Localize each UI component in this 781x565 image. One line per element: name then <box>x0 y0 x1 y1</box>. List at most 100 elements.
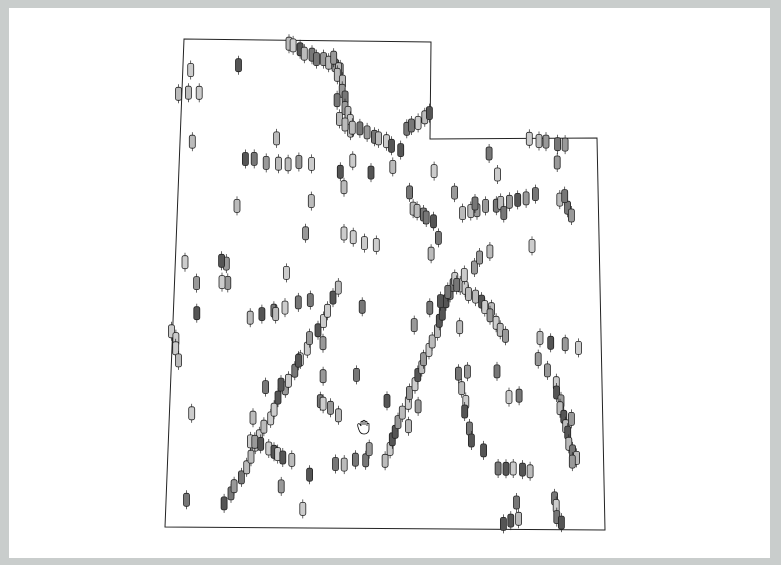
marker[interactable] <box>230 476 238 496</box>
marker[interactable] <box>372 235 380 255</box>
marker[interactable] <box>249 408 257 428</box>
marker[interactable] <box>341 115 349 134</box>
marker[interactable] <box>383 131 390 151</box>
marker[interactable] <box>461 402 469 421</box>
marker[interactable] <box>515 509 522 529</box>
marker[interactable] <box>275 154 282 174</box>
marker[interactable] <box>250 149 258 169</box>
marker[interactable] <box>437 291 444 311</box>
marker[interactable] <box>260 417 268 437</box>
marker[interactable] <box>558 513 565 533</box>
marker[interactable] <box>349 151 357 171</box>
marker[interactable] <box>507 511 515 531</box>
marker[interactable] <box>568 409 575 429</box>
marker[interactable] <box>351 450 359 470</box>
marker[interactable] <box>426 298 434 318</box>
marker[interactable] <box>486 305 494 325</box>
marker[interactable] <box>381 451 389 471</box>
marker[interactable] <box>553 153 561 172</box>
marker[interactable] <box>333 90 341 110</box>
marker[interactable] <box>365 439 373 459</box>
marker[interactable] <box>554 134 561 154</box>
marker[interactable] <box>332 454 339 474</box>
marker[interactable] <box>505 387 513 407</box>
marker[interactable] <box>480 440 488 460</box>
marker[interactable] <box>291 361 299 381</box>
marker[interactable] <box>388 136 395 156</box>
marker[interactable] <box>414 113 422 133</box>
marker[interactable] <box>405 416 412 436</box>
marker[interactable] <box>561 186 569 206</box>
marker[interactable] <box>308 154 316 174</box>
marker[interactable] <box>175 84 182 104</box>
marker[interactable] <box>568 206 575 225</box>
marker[interactable] <box>349 227 357 247</box>
marker[interactable] <box>453 275 461 295</box>
marker[interactable] <box>193 273 201 293</box>
marker[interactable] <box>262 377 270 397</box>
marker[interactable] <box>561 334 569 354</box>
marker[interactable] <box>494 165 501 184</box>
marker[interactable] <box>224 273 232 293</box>
marker[interactable] <box>257 434 265 454</box>
marker[interactable] <box>552 496 560 516</box>
marker[interactable] <box>289 35 297 55</box>
marker[interactable] <box>420 349 428 369</box>
marker[interactable] <box>270 400 278 420</box>
marker[interactable] <box>284 371 292 391</box>
marker[interactable] <box>536 328 544 348</box>
marker[interactable] <box>514 190 522 210</box>
marker[interactable] <box>295 152 303 172</box>
marker[interactable] <box>233 196 241 216</box>
marker[interactable] <box>564 423 572 443</box>
marker[interactable] <box>525 129 533 149</box>
marker[interactable] <box>430 161 438 181</box>
marker[interactable] <box>258 304 266 324</box>
marker[interactable] <box>496 320 504 340</box>
marker[interactable] <box>422 208 430 227</box>
marker[interactable] <box>414 396 422 416</box>
marker[interactable] <box>288 450 296 470</box>
marker[interactable] <box>459 203 467 223</box>
marker[interactable] <box>485 144 493 163</box>
marker[interactable] <box>406 182 414 202</box>
marker[interactable] <box>575 338 582 358</box>
marker[interactable] <box>467 431 475 450</box>
marker[interactable] <box>428 332 436 351</box>
marker[interactable] <box>330 48 338 68</box>
marker[interactable] <box>243 457 251 477</box>
marker[interactable] <box>300 44 308 64</box>
marker[interactable] <box>335 109 343 129</box>
marker[interactable] <box>500 203 508 223</box>
marker[interactable] <box>320 49 328 69</box>
marker[interactable] <box>341 88 349 107</box>
marker[interactable] <box>220 493 228 513</box>
marker[interactable] <box>247 447 255 467</box>
marker[interactable] <box>306 290 314 310</box>
marker[interactable] <box>188 403 196 423</box>
marker[interactable] <box>528 236 536 256</box>
marker[interactable] <box>336 162 344 182</box>
marker[interactable] <box>295 351 302 371</box>
marker[interactable] <box>509 459 517 478</box>
marker[interactable] <box>360 233 368 253</box>
marker[interactable] <box>362 450 370 470</box>
marker[interactable] <box>526 461 534 481</box>
marker[interactable] <box>505 192 513 212</box>
marker[interactable] <box>532 184 539 204</box>
marker[interactable] <box>519 460 526 480</box>
marker[interactable] <box>454 364 462 384</box>
marker[interactable] <box>195 83 203 103</box>
marker[interactable] <box>465 284 472 304</box>
map[interactable] <box>9 8 770 558</box>
marker[interactable] <box>188 132 196 152</box>
marker[interactable] <box>425 103 433 123</box>
marker[interactable] <box>363 122 371 142</box>
marker[interactable] <box>458 378 466 398</box>
marker[interactable] <box>333 65 341 85</box>
marker[interactable] <box>340 177 348 197</box>
marker[interactable] <box>358 297 366 317</box>
marker[interactable] <box>340 455 348 475</box>
marker[interactable] <box>561 135 569 155</box>
marker[interactable] <box>175 350 182 370</box>
